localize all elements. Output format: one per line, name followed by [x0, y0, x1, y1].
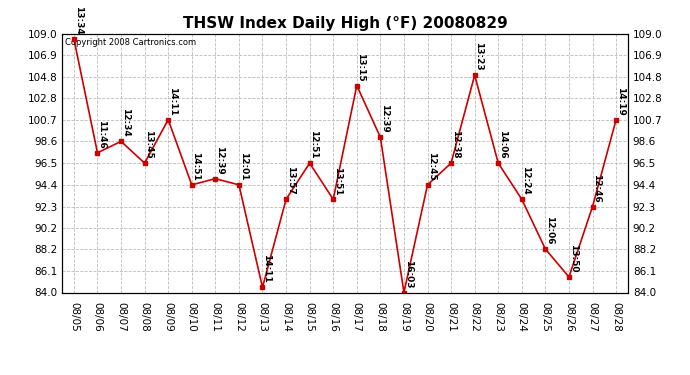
Text: 13:15: 13:15 [357, 53, 366, 81]
Text: 13:45: 13:45 [144, 130, 153, 159]
Text: 12:34: 12:34 [121, 108, 130, 137]
Text: 12:39: 12:39 [215, 146, 224, 174]
Text: 12:01: 12:01 [239, 152, 248, 181]
Text: 14:11: 14:11 [262, 254, 271, 283]
Text: 13:57: 13:57 [286, 166, 295, 195]
Text: 12:24: 12:24 [522, 166, 531, 195]
Text: 12:51: 12:51 [309, 130, 318, 159]
Text: 13:50: 13:50 [569, 244, 578, 273]
Text: 12:06: 12:06 [545, 216, 554, 245]
Text: 13:51: 13:51 [333, 166, 342, 195]
Text: 14:06: 14:06 [498, 130, 507, 159]
Text: 14:11: 14:11 [168, 87, 177, 116]
Text: 12:46: 12:46 [592, 174, 601, 202]
Text: 14:51: 14:51 [191, 152, 200, 181]
Text: 14:19: 14:19 [615, 87, 624, 116]
Text: 12:38: 12:38 [451, 130, 460, 159]
Text: 16:03: 16:03 [404, 260, 413, 288]
Text: 12:39: 12:39 [380, 104, 389, 133]
Title: THSW Index Daily High (°F) 20080829: THSW Index Daily High (°F) 20080829 [183, 16, 507, 31]
Text: 11:46: 11:46 [97, 120, 106, 148]
Text: 12:45: 12:45 [427, 152, 436, 181]
Text: Copyright 2008 Cartronics.com: Copyright 2008 Cartronics.com [65, 38, 196, 46]
Text: 13:34: 13:34 [74, 6, 83, 35]
Text: 13:23: 13:23 [474, 42, 483, 71]
